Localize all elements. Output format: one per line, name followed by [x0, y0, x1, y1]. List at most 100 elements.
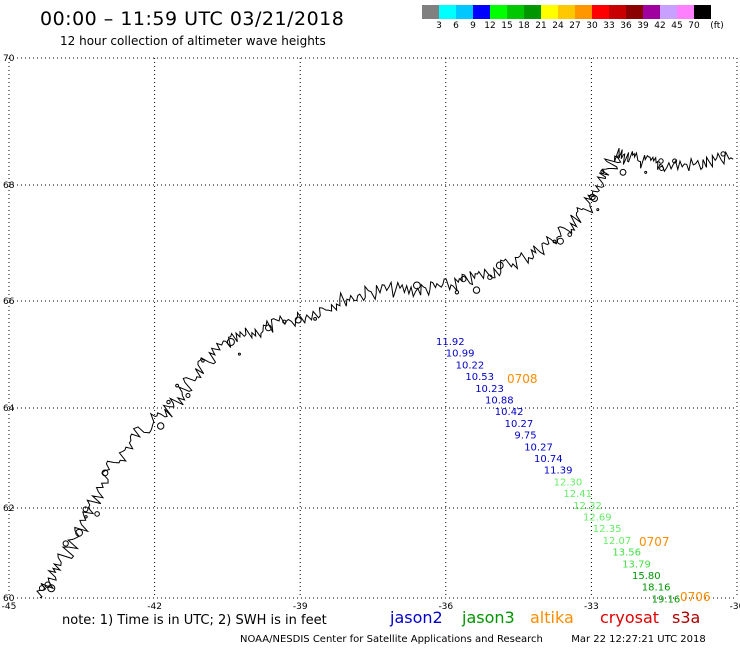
wave-height-value: 12.69	[583, 513, 612, 524]
scale-label: 45	[671, 21, 683, 31]
island-outline	[84, 515, 88, 519]
scale-label: 27	[569, 21, 581, 31]
latitude-label: 62	[3, 504, 14, 514]
island-outline	[294, 316, 302, 324]
wave-height-value: 13.79	[622, 559, 651, 570]
scale-label: 30	[586, 21, 598, 31]
scale-label: 9	[470, 21, 476, 31]
color-scale-labels: 3 6 9 12 15 18 21 24 27 30 33 36 39 42 45 70 (ft)	[422, 21, 740, 35]
latitude-label: 68	[3, 181, 15, 191]
scale-label: 6	[453, 21, 459, 31]
pass-time-labels: 0708 0707 0706	[507, 372, 711, 604]
legend-jason3: jason3	[462, 608, 515, 627]
scale-swatch	[677, 5, 694, 19]
island-outline	[101, 469, 109, 477]
island-outline	[460, 276, 467, 283]
island-outline	[659, 166, 665, 171]
scale-swatch	[592, 5, 609, 19]
island-outline	[82, 506, 89, 513]
scale-label: 18	[518, 21, 530, 31]
island-outline	[282, 319, 287, 324]
pass-time-label: 0708	[507, 372, 538, 386]
island-outline	[552, 239, 557, 244]
scale-swatch	[473, 5, 490, 19]
island-outline	[201, 358, 205, 363]
island-outline	[226, 338, 235, 346]
scale-label: 33	[603, 21, 615, 31]
island-outline	[644, 170, 648, 174]
scale-swatch	[507, 5, 524, 19]
latitude-label: 66	[3, 297, 15, 307]
wave-height-value: 10.22	[456, 360, 485, 371]
scale-label: (ft)	[710, 21, 724, 31]
wave-height-value: 10.53	[465, 372, 494, 383]
island-outline	[313, 317, 318, 321]
island-outline	[237, 352, 241, 356]
wave-height-value: 11.39	[544, 466, 573, 477]
map-title: 00:00 – 11:59 UTC 03/21/2018	[40, 8, 345, 30]
wave-height-value: 12.30	[554, 477, 583, 488]
island-outline	[600, 169, 605, 174]
pass-time-label: 0706	[680, 590, 711, 604]
island-outline	[157, 422, 165, 430]
wave-height-value: 12.07	[603, 536, 632, 547]
wave-height-value: 10.99	[446, 349, 475, 360]
island-outline	[185, 393, 191, 398]
scale-label: 39	[637, 21, 649, 31]
longitude-label: -45	[2, 602, 17, 612]
wave-height-value: 18.16	[642, 583, 671, 594]
legend-cryosat: cryosat	[600, 608, 660, 627]
island-outline	[556, 237, 564, 245]
island-outline	[265, 324, 272, 332]
credit-text: NOAA/NESDIS Center for Satellite Applica…	[240, 634, 543, 645]
island-outline	[487, 274, 493, 280]
island-outline	[589, 193, 596, 201]
scale-swatch	[626, 5, 643, 19]
scale-swatch	[694, 5, 711, 19]
wave-height-value: 10.74	[534, 454, 563, 465]
longitude-label: -30	[730, 602, 740, 612]
longitude-label: -39	[293, 602, 308, 612]
island-outline	[47, 584, 56, 593]
island-outline	[413, 281, 421, 290]
island-outline	[94, 511, 100, 517]
scale-label: 3	[436, 21, 442, 31]
wave-height-value: 10.27	[505, 419, 534, 430]
scale-swatch	[439, 5, 456, 19]
island-outline	[175, 383, 180, 388]
pass-time-label: 0707	[639, 535, 670, 549]
scale-swatch	[609, 5, 626, 19]
island-outline	[495, 261, 504, 270]
scale-label: 36	[620, 21, 632, 31]
wave-height-value: 10.88	[485, 396, 514, 407]
wave-height-value: 19.16	[652, 594, 681, 605]
legend-altika: altika	[530, 608, 574, 627]
wave-height-value: 12.41	[563, 489, 592, 500]
island-outline	[619, 168, 627, 176]
wave-height-value: 10.23	[475, 384, 504, 395]
island-outline	[720, 151, 726, 157]
scale-label: 42	[654, 21, 666, 31]
wave-height-value: 13.56	[612, 548, 641, 559]
island-outline	[472, 286, 481, 294]
scale-swatch	[422, 5, 439, 19]
scale-swatch	[541, 5, 558, 19]
island-outline	[75, 528, 83, 537]
wave-height-value: 12.35	[593, 524, 622, 535]
scale-swatch	[558, 5, 575, 19]
scale-label: 21	[535, 21, 547, 31]
island-outline	[672, 158, 678, 164]
lat-lon-grid	[8, 57, 738, 599]
scale-label: 12	[484, 21, 496, 31]
island-outline	[454, 290, 460, 295]
latitude-label: 60	[3, 594, 15, 604]
greenland-coastline	[36, 147, 734, 599]
latitude-label: 64	[3, 404, 15, 414]
wave-height-value: 10.42	[495, 407, 524, 418]
island-outline	[567, 232, 573, 237]
longitude-label: -33	[584, 602, 599, 612]
island-outline	[616, 155, 620, 159]
scale-swatch	[575, 5, 592, 19]
units-note: note: 1) Time is in UTC; 2) SWH is in fe…	[62, 613, 327, 628]
